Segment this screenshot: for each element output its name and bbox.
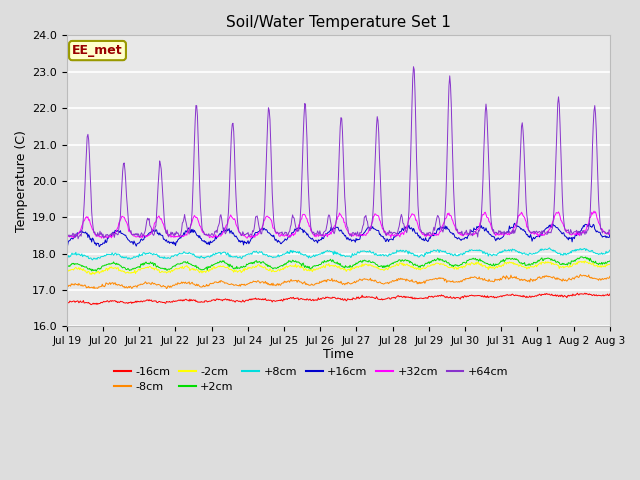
+16cm <box>73 232 81 238</box>
Line: +8cm: +8cm <box>67 248 610 260</box>
-8cm <box>213 280 221 286</box>
-2cm <box>88 272 95 277</box>
-2cm <box>73 265 81 271</box>
+8cm <box>88 257 96 263</box>
+16cm <box>95 244 103 250</box>
+64cm <box>405 208 413 214</box>
+2cm <box>421 262 429 267</box>
Y-axis label: Temperature (C): Temperature (C) <box>15 130 28 232</box>
+64cm <box>410 64 417 70</box>
-16cm <box>73 299 81 304</box>
-8cm <box>73 282 81 288</box>
+16cm <box>421 238 429 243</box>
-16cm <box>63 300 70 306</box>
+2cm <box>184 261 192 266</box>
+32cm <box>184 229 192 235</box>
-8cm <box>405 278 413 284</box>
-2cm <box>405 263 413 268</box>
+32cm <box>129 233 137 239</box>
+16cm <box>213 234 221 240</box>
-8cm <box>163 286 170 291</box>
-2cm <box>581 258 589 264</box>
-8cm <box>577 272 584 277</box>
+8cm <box>73 252 81 258</box>
+2cm <box>92 268 100 274</box>
-16cm <box>581 290 589 296</box>
-16cm <box>184 297 192 303</box>
-16cm <box>129 300 137 306</box>
+2cm <box>578 254 586 260</box>
+8cm <box>129 255 137 261</box>
-16cm <box>405 295 413 300</box>
Title: Soil/Water Temperature Set 1: Soil/Water Temperature Set 1 <box>226 15 451 30</box>
+64cm <box>129 232 137 238</box>
+2cm <box>405 258 413 264</box>
-2cm <box>129 269 137 275</box>
Line: +64cm: +64cm <box>67 67 610 239</box>
+16cm <box>63 237 70 243</box>
+32cm <box>98 235 106 241</box>
+64cm <box>73 233 81 239</box>
+16cm <box>405 222 413 228</box>
+8cm <box>184 251 192 256</box>
+32cm <box>213 234 221 240</box>
X-axis label: Time: Time <box>323 348 354 360</box>
-8cm <box>421 280 429 286</box>
+32cm <box>606 229 614 235</box>
+32cm <box>421 233 429 239</box>
-16cm <box>606 291 614 297</box>
+64cm <box>422 231 429 237</box>
+16cm <box>184 225 192 231</box>
+2cm <box>606 258 614 264</box>
Text: EE_met: EE_met <box>72 44 123 57</box>
Line: -16cm: -16cm <box>67 293 610 305</box>
Line: -2cm: -2cm <box>67 261 610 275</box>
Line: +2cm: +2cm <box>67 257 610 271</box>
+16cm <box>606 231 614 237</box>
Line: +16cm: +16cm <box>67 223 610 247</box>
-2cm <box>421 265 429 271</box>
+8cm <box>63 255 70 261</box>
Legend: -16cm, -8cm, -2cm, +2cm, +8cm, +16cm, +32cm, +64cm: -16cm, -8cm, -2cm, +2cm, +8cm, +16cm, +3… <box>109 362 513 396</box>
+8cm <box>546 245 554 251</box>
Line: -8cm: -8cm <box>67 275 610 288</box>
+8cm <box>421 251 429 256</box>
+8cm <box>213 251 221 256</box>
-2cm <box>63 268 70 274</box>
+64cm <box>184 229 192 235</box>
-16cm <box>87 302 95 308</box>
+32cm <box>405 216 413 222</box>
-8cm <box>184 280 192 286</box>
-2cm <box>213 264 221 270</box>
+2cm <box>73 261 81 267</box>
-16cm <box>213 297 221 302</box>
+8cm <box>606 247 614 253</box>
+2cm <box>63 264 70 270</box>
-2cm <box>606 262 614 267</box>
+64cm <box>213 230 221 236</box>
+32cm <box>590 208 598 214</box>
-16cm <box>421 295 429 301</box>
+32cm <box>73 231 81 237</box>
+8cm <box>405 248 413 254</box>
+2cm <box>129 266 137 272</box>
+32cm <box>63 233 70 239</box>
+16cm <box>129 241 137 247</box>
+64cm <box>63 235 70 240</box>
Line: +32cm: +32cm <box>67 211 610 238</box>
+2cm <box>213 261 221 266</box>
+16cm <box>511 220 518 226</box>
-8cm <box>129 285 136 291</box>
+64cm <box>606 228 614 234</box>
+64cm <box>74 236 82 241</box>
-2cm <box>184 264 192 270</box>
-8cm <box>606 274 614 279</box>
-8cm <box>63 284 70 290</box>
